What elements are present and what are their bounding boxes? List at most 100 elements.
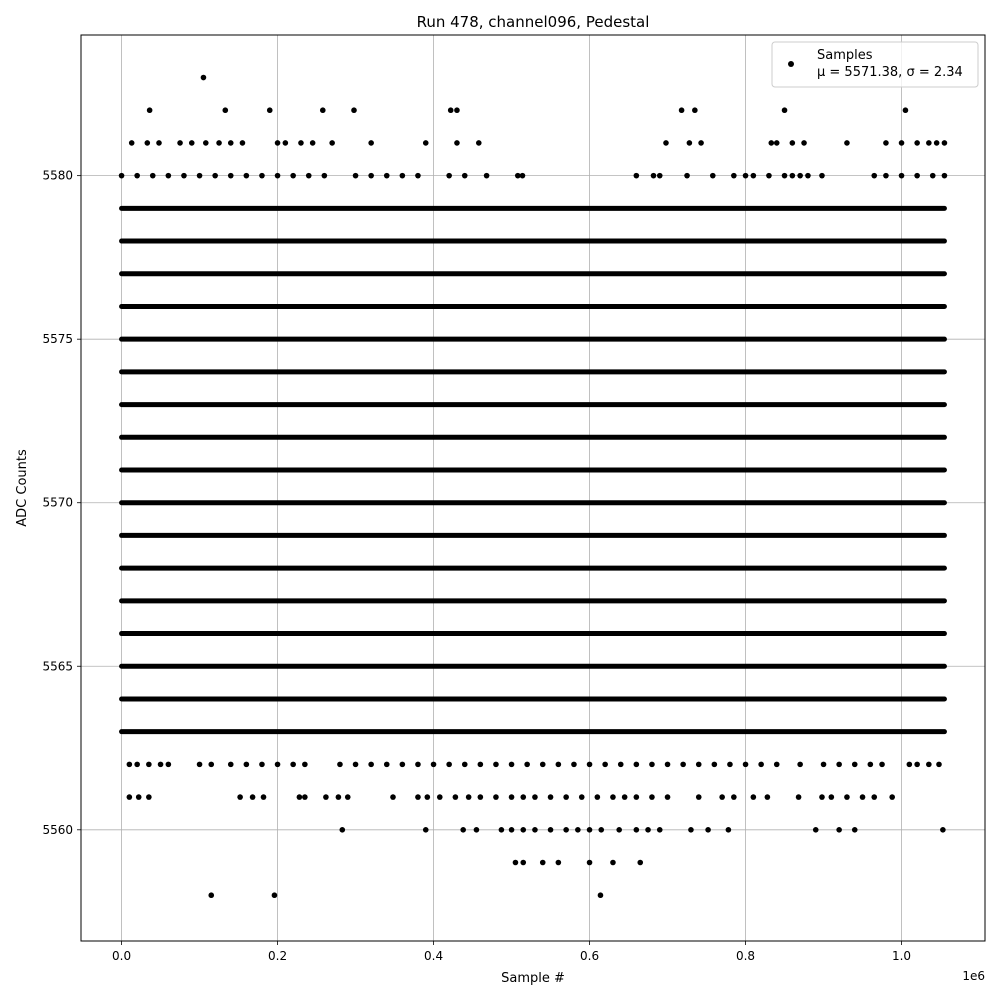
data-point [296,794,303,800]
data-point [135,794,142,800]
data-point [764,794,771,800]
data-point [118,172,125,179]
data-point [424,794,431,800]
data-point [126,761,133,768]
data-point [750,172,757,179]
plot-frame [80,34,986,942]
data-point [128,140,135,146]
data-point [134,761,140,768]
data-point [571,761,577,768]
y-axis-label: ADC Counts [15,449,30,527]
data-point [249,794,256,800]
data-point [940,826,946,833]
data-point [742,172,749,179]
data-point [645,826,651,833]
data-point [598,826,605,833]
data-point [801,140,807,146]
data-point [768,140,775,146]
data-point [368,172,374,179]
data-point [563,826,569,833]
data-point [390,794,396,800]
data-point [290,761,296,768]
x-axis-ticks: 0.0 0.2 0.4 0.6 0.8 1.0 [112,941,911,963]
data-point [319,107,326,114]
data-point [156,140,162,146]
data-point [302,794,308,800]
data-point [208,761,215,768]
data-point [578,794,585,800]
data-point [508,826,515,833]
data-point [446,761,452,768]
data-point [227,140,234,146]
data-point [586,761,593,768]
data-point [454,107,460,114]
data-point [914,761,920,768]
data-point [926,761,932,768]
data-point [165,172,172,179]
data-point [498,826,505,833]
data-point [146,107,153,114]
legend-series-name: Samples [817,48,873,63]
data-point [508,761,515,768]
data-point [461,172,468,179]
data-point [477,761,484,768]
data-point [532,794,538,800]
data-point [177,140,183,146]
data-point [586,826,593,833]
data-point [844,794,850,800]
x-tick-label: 0.4 [424,949,443,963]
data-point [766,172,772,179]
data-point [705,826,711,833]
data-point [415,761,421,768]
x-tick-label: 1.0 [892,949,911,963]
data-point [633,172,640,179]
data-point [555,761,562,768]
data-point [649,794,655,800]
data-point [844,140,850,146]
data-point [750,794,757,800]
data-point [879,761,885,768]
data-point [656,172,663,179]
data-point [465,794,472,800]
data-point [181,172,187,179]
x-tick-label: 0.0 [112,949,131,963]
data-point [383,761,390,768]
y-tick-label: 5560 [42,823,73,837]
data-point [493,794,499,800]
x-axis-label: Sample # [501,971,565,986]
data-point [797,172,803,179]
y-tick-label: 5565 [42,659,73,673]
data-point [309,140,316,146]
data-point [436,794,443,800]
data-point [200,74,207,81]
data-point [447,107,454,114]
data-point [477,794,484,800]
x-tick-label: 0.8 [736,949,755,963]
data-point [483,172,490,179]
data-point [555,859,562,866]
data-point [610,859,616,866]
data-point [144,140,151,146]
data-point [508,794,515,800]
data-point [867,761,874,768]
data-point [452,794,459,800]
data-point [836,826,842,833]
data-point [586,859,593,866]
data-point [859,794,866,800]
data-point [698,140,704,146]
data-point [926,140,932,146]
data-point [188,140,195,146]
data-point [805,172,811,179]
data-point [399,172,406,179]
data-point [692,107,698,114]
data-point [742,761,749,768]
data-point [836,761,842,768]
data-point [871,172,878,179]
data-point [202,140,209,146]
data-point [368,761,374,768]
data-point [889,794,895,800]
data-point [274,172,281,179]
data-point [216,140,222,146]
data-point [547,794,554,800]
